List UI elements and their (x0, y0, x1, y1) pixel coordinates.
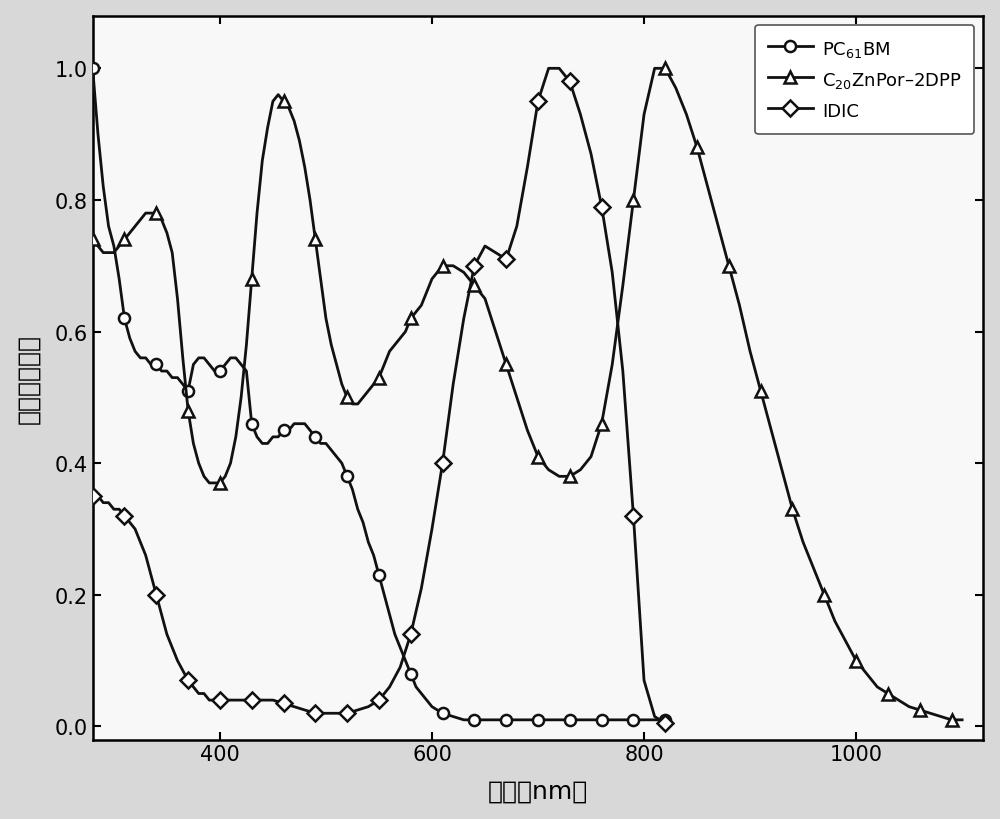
C$_{20}$ZnPor–2DPP (946, 715, 958, 725)
IDIC (490, 248, 502, 258)
PC$_{61}$BM (278, 426, 290, 436)
Y-axis label: 归一化吸收値: 归一化吸收値 (17, 333, 41, 423)
PC$_{61}$BM (500, 715, 512, 725)
IDIC (129, 524, 141, 534)
IDIC (140, 550, 152, 560)
PC$_{61}$BM (219, 360, 231, 370)
PC$_{61}$BM (187, 360, 199, 370)
PC$_{61}$BM (659, 715, 671, 725)
Line: C$_{20}$ZnPor–2DPP: C$_{20}$ZnPor–2DPP (86, 63, 968, 726)
C$_{20}$ZnPor–2DPP (225, 459, 237, 468)
PC$_{61}$BM (458, 715, 470, 725)
C$_{20}$ZnPor–2DPP (956, 715, 968, 725)
C$_{20}$ZnPor–2DPP (649, 65, 661, 75)
C$_{20}$ZnPor–2DPP (87, 235, 99, 245)
PC$_{61}$BM (87, 65, 99, 75)
PC$_{61}$BM (161, 367, 173, 377)
IDIC (617, 367, 629, 377)
IDIC (543, 65, 555, 75)
Line: PC$_{61}$BM: PC$_{61}$BM (87, 64, 671, 726)
Legend: PC$_{61}$BM, C$_{20}$ZnPor–2DPP, IDIC: PC$_{61}$BM, C$_{20}$ZnPor–2DPP, IDIC (755, 25, 974, 135)
IDIC (278, 699, 290, 708)
C$_{20}$ZnPor–2DPP (283, 104, 295, 114)
X-axis label: 波长（nm）: 波长（nm） (488, 778, 588, 803)
Line: IDIC: IDIC (87, 64, 671, 729)
C$_{20}$ZnPor–2DPP (818, 590, 830, 600)
C$_{20}$ZnPor–2DPP (479, 294, 491, 304)
IDIC (659, 718, 671, 728)
IDIC (87, 491, 99, 501)
IDIC (246, 695, 258, 705)
C$_{20}$ZnPor–2DPP (166, 248, 178, 258)
PC$_{61}$BM (315, 439, 327, 449)
C$_{20}$ZnPor–2DPP (315, 274, 327, 284)
